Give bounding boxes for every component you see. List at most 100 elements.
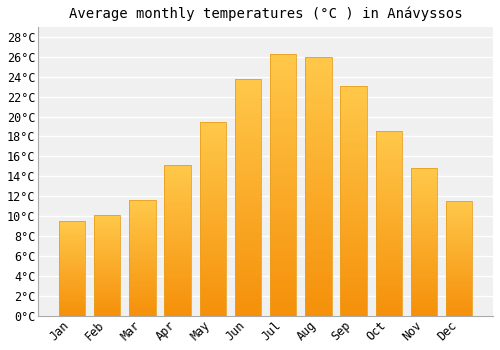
Bar bbox=[376, 213, 402, 215]
Bar bbox=[305, 103, 332, 106]
Bar bbox=[235, 273, 261, 275]
Bar bbox=[94, 280, 120, 281]
Bar bbox=[270, 122, 296, 125]
Bar bbox=[59, 307, 86, 308]
Bar bbox=[270, 98, 296, 101]
Bar bbox=[411, 177, 437, 179]
Bar bbox=[270, 159, 296, 161]
Bar bbox=[130, 232, 156, 233]
Bar bbox=[59, 272, 86, 273]
Bar bbox=[376, 200, 402, 202]
Bar bbox=[200, 160, 226, 162]
Bar bbox=[411, 192, 437, 194]
Bar bbox=[411, 306, 437, 307]
Bar bbox=[270, 234, 296, 237]
Bar bbox=[94, 287, 120, 288]
Bar bbox=[59, 254, 86, 256]
Bar bbox=[94, 273, 120, 274]
Bar bbox=[164, 170, 191, 172]
Bar bbox=[411, 217, 437, 218]
Bar bbox=[59, 312, 86, 313]
Bar bbox=[305, 119, 332, 121]
Bar bbox=[235, 287, 261, 290]
Bar bbox=[59, 264, 86, 265]
Bar bbox=[164, 296, 191, 298]
Bar bbox=[94, 241, 120, 243]
Bar bbox=[164, 226, 191, 227]
Bar bbox=[164, 298, 191, 299]
Bar bbox=[130, 222, 156, 223]
Bar bbox=[270, 227, 296, 229]
Bar bbox=[376, 222, 402, 224]
Bar bbox=[446, 281, 472, 283]
Bar bbox=[200, 287, 226, 289]
Bar bbox=[200, 221, 226, 223]
Bar bbox=[270, 253, 296, 255]
Bar bbox=[200, 265, 226, 267]
Bar bbox=[305, 306, 332, 308]
Bar bbox=[130, 265, 156, 266]
Bar bbox=[305, 134, 332, 137]
Bar bbox=[164, 189, 191, 191]
Bar bbox=[446, 251, 472, 252]
Bar bbox=[270, 313, 296, 316]
Bar bbox=[164, 218, 191, 219]
Bar bbox=[94, 218, 120, 219]
Bar bbox=[446, 246, 472, 247]
Bar bbox=[305, 85, 332, 88]
Bar bbox=[411, 250, 437, 251]
Bar bbox=[164, 185, 191, 187]
Bar bbox=[130, 227, 156, 228]
Bar bbox=[446, 283, 472, 284]
Bar bbox=[411, 244, 437, 245]
Bar bbox=[446, 240, 472, 241]
Bar bbox=[200, 289, 226, 291]
Bar bbox=[164, 262, 191, 263]
Bar bbox=[200, 164, 226, 166]
Bar bbox=[200, 137, 226, 139]
Bar bbox=[270, 287, 296, 290]
Bar bbox=[130, 293, 156, 294]
Bar bbox=[340, 180, 367, 182]
Bar bbox=[411, 288, 437, 289]
Bar bbox=[411, 214, 437, 216]
Bar bbox=[411, 281, 437, 282]
Bar bbox=[270, 209, 296, 211]
Bar bbox=[59, 233, 86, 235]
Bar bbox=[164, 287, 191, 289]
Bar bbox=[59, 260, 86, 261]
Bar bbox=[94, 230, 120, 231]
Bar bbox=[94, 252, 120, 253]
Bar bbox=[376, 189, 402, 190]
Bar bbox=[411, 182, 437, 183]
Bar bbox=[376, 233, 402, 235]
Bar bbox=[411, 266, 437, 267]
Bar bbox=[270, 269, 296, 271]
Bar bbox=[376, 285, 402, 286]
Bar bbox=[270, 285, 296, 287]
Bar bbox=[340, 298, 367, 300]
Bar bbox=[94, 221, 120, 222]
Bar bbox=[305, 72, 332, 75]
Bar bbox=[235, 181, 261, 183]
Bar bbox=[270, 274, 296, 276]
Bar bbox=[94, 289, 120, 290]
Bar bbox=[446, 284, 472, 285]
Bar bbox=[164, 179, 191, 181]
Bar bbox=[446, 268, 472, 269]
Bar bbox=[446, 209, 472, 210]
Bar bbox=[59, 281, 86, 282]
Bar bbox=[446, 293, 472, 294]
Bar bbox=[340, 258, 367, 261]
Bar bbox=[94, 247, 120, 248]
Bar bbox=[59, 249, 86, 250]
Bar bbox=[411, 236, 437, 238]
Bar bbox=[446, 266, 472, 267]
Bar bbox=[270, 93, 296, 96]
Bar bbox=[59, 277, 86, 278]
Bar bbox=[235, 209, 261, 211]
Bar bbox=[270, 177, 296, 180]
Bar bbox=[200, 170, 226, 172]
Bar bbox=[200, 256, 226, 258]
Bar bbox=[235, 79, 261, 316]
